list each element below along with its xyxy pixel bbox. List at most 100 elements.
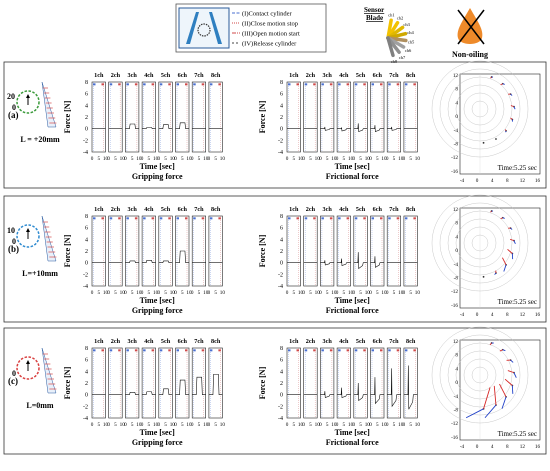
x-tick-label: 10 <box>415 156 421 162</box>
x-tick-label: 5 <box>409 290 412 296</box>
sensor-title-2: Blade <box>366 14 383 22</box>
channel-title: 6ch <box>373 338 383 345</box>
event-marker-top <box>380 349 383 351</box>
y-tick-label: -2 <box>278 138 283 144</box>
y-tick-label: 0 <box>85 127 88 133</box>
x-tick-label: 0 <box>91 422 94 428</box>
x-axis-label: Time [sec] <box>335 162 371 171</box>
polar-plot-frame <box>460 340 540 440</box>
x-tick-label: 10 <box>220 156 226 162</box>
y-tick-label: 8 <box>280 346 283 352</box>
polar-x-tick: 16 <box>535 178 541 184</box>
channel-title: 7ch <box>194 338 204 345</box>
event-marker-top <box>168 83 171 85</box>
channel-title: 1ch <box>289 72 299 79</box>
event-marker-top <box>330 217 333 219</box>
y-tick-label: -2 <box>83 404 88 410</box>
event-marker-top <box>160 217 163 219</box>
x-tick-label: 5 <box>292 156 295 162</box>
event-marker-top <box>347 83 350 85</box>
x-tick-label: 5 <box>214 156 217 162</box>
x-tick-label: 5 <box>131 290 134 296</box>
channel-title: 5ch <box>161 338 171 345</box>
event-marker-top <box>218 217 221 219</box>
event-marker-top <box>305 217 308 219</box>
x-tick-label: 5 <box>97 422 100 428</box>
x-tick-label: 5 <box>181 422 184 428</box>
event-marker-top <box>118 217 121 219</box>
channel-title: 7ch <box>194 72 204 79</box>
event-marker-top <box>313 349 316 351</box>
event-marker-top <box>321 83 324 85</box>
panel-group-title: Frictional force <box>326 172 379 181</box>
y-tick-label: 8 <box>85 214 88 220</box>
polar-y-tick: -8 <box>454 141 459 147</box>
blade-wedge-icon <box>42 348 56 393</box>
x-tick-label: 0 <box>386 422 389 428</box>
panel-group-title: Frictional force <box>326 306 379 315</box>
x-tick-label: 5 <box>376 156 379 162</box>
x-tick-label: 10 <box>220 422 226 428</box>
x-tick-label: 5 <box>97 290 100 296</box>
event-marker-top <box>102 217 105 219</box>
y-tick-label: 2 <box>280 249 283 255</box>
legend-box: (I)Contact cylinder(II)Close motion stop… <box>176 4 326 52</box>
y-tick-label: -4 <box>83 284 88 290</box>
event-marker-top <box>118 349 121 351</box>
y-tick-label: 0 <box>280 261 283 267</box>
channel-title: 2ch <box>111 206 121 213</box>
polar-y-tick: -12 <box>451 289 458 295</box>
channel-title: 1ch <box>94 72 104 79</box>
offset-number: 10 <box>7 226 15 235</box>
y-tick-label: 0 <box>85 261 88 267</box>
event-marker-top <box>160 83 163 85</box>
polar-plot-frame <box>460 74 540 174</box>
polar-y-tick: 0 <box>455 380 458 386</box>
event-marker-top <box>177 83 180 85</box>
event-marker-top <box>313 83 316 85</box>
channel-title: 2ch <box>111 72 121 79</box>
polar-x-tick: 4 <box>491 178 494 184</box>
event-marker-top <box>321 349 324 351</box>
event-marker-top <box>413 83 416 85</box>
row-letter: (a) <box>8 110 19 120</box>
polar-y-tick: 0 <box>455 248 458 254</box>
polar-y-tick: 4 <box>455 100 458 106</box>
event-marker-top <box>185 217 188 219</box>
polar-y-tick: 4 <box>455 366 458 372</box>
x-tick-label: 0 <box>91 290 94 296</box>
event-marker-top <box>118 83 121 85</box>
event-marker-top <box>313 217 316 219</box>
channel-title: 8ch <box>211 338 221 345</box>
event-marker-top <box>338 217 341 219</box>
event-marker-top <box>193 83 196 85</box>
event-marker-top <box>288 349 291 351</box>
x-tick-label: 5 <box>198 422 201 428</box>
polar-y-tick: -8 <box>454 275 459 281</box>
polar-time-label: Time:5.25 sec <box>498 430 537 438</box>
x-axis-label: Time [sec] <box>140 428 176 437</box>
channel-title: 1ch <box>94 206 104 213</box>
y-axis-label: Force [N] <box>63 366 72 399</box>
x-tick-label: 0 <box>319 290 322 296</box>
event-marker-top <box>143 217 146 219</box>
legend-item: (IV)Release cylinder <box>242 41 297 48</box>
channel-title: 4ch <box>144 206 154 213</box>
event-marker-top <box>143 83 146 85</box>
event-marker-top <box>177 349 180 351</box>
x-tick-label: 0 <box>208 156 211 162</box>
row-letter: (b) <box>8 244 19 254</box>
channel-title: 5ch <box>356 338 366 345</box>
y-tick-label: 4 <box>280 369 283 375</box>
polar-x-tick: -4 <box>460 444 465 450</box>
x-tick-label: 5 <box>181 290 184 296</box>
polar-y-tick: -16 <box>451 169 458 175</box>
panel-group-title: Frictional force <box>326 438 379 447</box>
event-marker-top <box>305 349 308 351</box>
channel-title: 6ch <box>178 206 188 213</box>
polar-time-label: Time:5.25 sec <box>498 164 537 172</box>
event-marker-top <box>193 349 196 351</box>
event-marker-top <box>355 349 358 351</box>
y-tick-label: 8 <box>85 80 88 86</box>
